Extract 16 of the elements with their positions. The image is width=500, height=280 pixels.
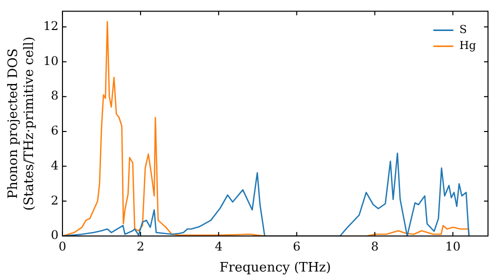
x-tick-label: 4 (214, 239, 223, 254)
legend-label: S (459, 23, 467, 36)
y-tick-label: 8 (50, 88, 58, 103)
x-axis-title: Frequency (THz) (220, 260, 331, 276)
x-tick-label: 8 (370, 239, 379, 254)
y-tick-label: 0 (50, 228, 58, 242)
y-tick-label: 6 (50, 124, 58, 138)
y-tick-label: 4 (50, 158, 59, 172)
x-tick-label: 6 (292, 239, 301, 254)
y-tick-label: 10 (43, 54, 58, 68)
x-tick-label: 10 (445, 239, 461, 254)
y-axis-title: Phonon projected DOS (States/THz·primitive cell) (6, 36, 37, 211)
legend-label: Hg (459, 39, 476, 52)
y-tick-label: 12 (43, 19, 58, 34)
x-tick-label: 2 (136, 239, 144, 254)
y-tick-label: 2 (50, 193, 58, 208)
